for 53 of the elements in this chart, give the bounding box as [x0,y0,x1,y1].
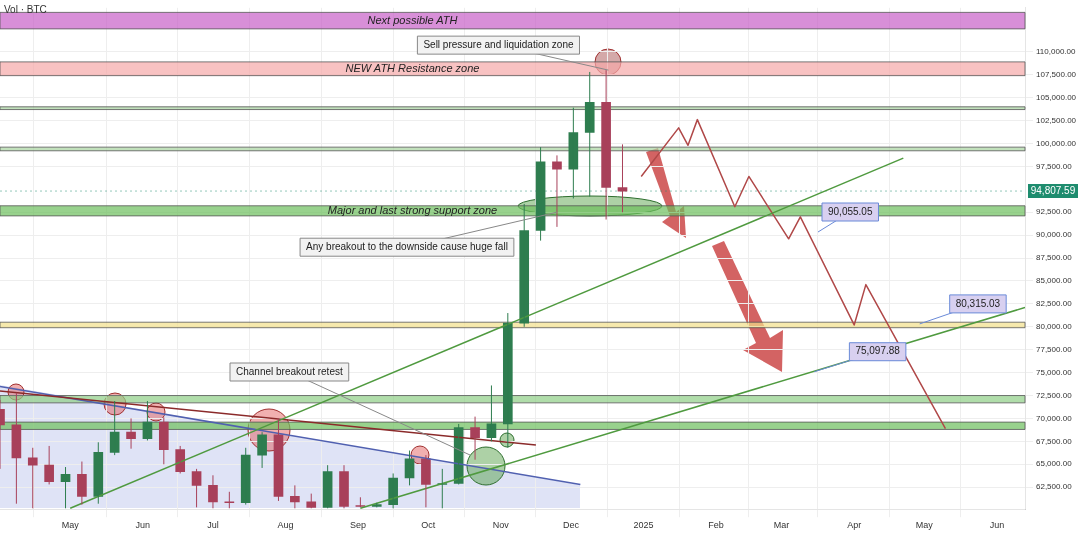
annotation: 90,055.05 [827,205,873,217]
candlestick [240,447,251,506]
candlestick [584,71,595,198]
y-tick-label: 107,500.00 [1036,69,1077,79]
x-tick-label: Nov [492,520,510,531]
annotation: 80,315.03 [955,297,1001,309]
x-tick-label: 2025 [633,520,654,531]
annotation: Sell pressure and liquidation zone [423,38,574,50]
y-tick-label: 62,500.00 [1036,482,1073,492]
x-tick-label: Mar [773,520,790,531]
x-tick-label: Jun [135,520,151,531]
x-tick-label: Jul [207,520,219,531]
y-tick-label: 92,500.00 [1036,207,1073,217]
annotation: 75,097.88 [855,345,901,357]
y-tick-label: 105,000.00 [1036,92,1077,102]
annotation: Channel breakout retest [236,365,343,377]
candlestick [519,203,530,328]
candlestick [502,312,513,449]
y-tick-label: 97,500.00 [1036,161,1073,171]
band-label: NEW ATH Resistance zone [345,61,480,74]
candlestick [306,493,317,509]
x-tick-label: May [915,520,934,531]
x-tick-label: Apr [847,520,862,531]
y-tick-label: 67,500.00 [1036,436,1073,446]
candlestick [27,447,38,509]
band-label: Major and last strong support zone [327,203,498,216]
x-tick-label: Aug [277,520,294,531]
y-tick-label: 75,000.00 [1036,367,1073,377]
x-tick-label: Dec [563,520,580,531]
ref-line-label: 94,807.59 [1030,184,1076,196]
annotation: Any breakout to the downside cause huge fall [306,240,508,252]
x-tick-label: Sep [350,520,367,531]
annotation: Vol · BTC [4,3,47,15]
x-tick-label: Oct [421,520,436,531]
y-tick-label: 65,000.00 [1036,459,1073,469]
y-tick-label: 102,500.00 [1036,115,1077,125]
candlestick [355,496,366,508]
y-tick-label: 110,000.00 [1036,47,1076,56]
y-tick-label: 87,500.00 [1036,253,1073,263]
candlestick [158,417,169,465]
band-label: Next possible ATH [367,13,458,26]
x-tick-label: May [61,520,80,531]
y-tick-label: 70,000.00 [1036,413,1073,423]
y-tick-label: 80,000.00 [1036,321,1073,331]
y-tick-label: 72,500.00 [1036,390,1073,400]
y-tick-label: 77,500.00 [1036,344,1073,354]
y-tick-label: 85,000.00 [1036,276,1073,286]
y-tick-label: 90,000.00 [1036,230,1073,240]
y-tick-label: 100,000.00 [1036,138,1077,148]
x-tick-label: Feb [708,520,724,531]
y-tick-label: 82,500.00 [1036,299,1073,309]
x-tick-label: Jun [989,520,1005,531]
candlestick [93,441,104,505]
